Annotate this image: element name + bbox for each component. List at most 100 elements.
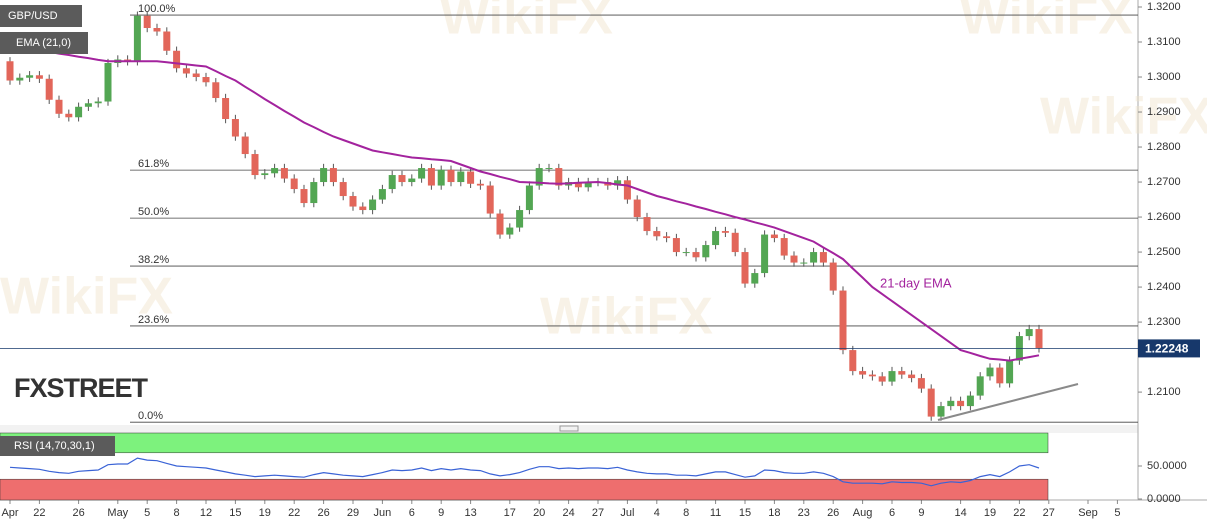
candle-body xyxy=(457,171,465,183)
candle-body xyxy=(751,273,759,284)
candle-body xyxy=(898,371,906,375)
fib-label: 50.0% xyxy=(138,206,169,218)
x-tick-label: 6 xyxy=(409,507,415,519)
annotation: 21-day EMA xyxy=(880,275,952,290)
watermarks: WikiFX WikiFX WikiFX WikiFX WikiFX xyxy=(0,0,1207,346)
x-tick-label: 15 xyxy=(739,507,751,519)
candle-body xyxy=(829,262,837,291)
y-tick-label: 1.3100 xyxy=(1147,36,1181,48)
x-tick-label: 18 xyxy=(768,507,780,519)
legend-box[interactable] xyxy=(0,32,88,54)
candle-body xyxy=(927,388,935,417)
y-tick-label: 1.2300 xyxy=(1147,316,1181,328)
candle-body xyxy=(486,185,494,214)
resize-handle[interactable] xyxy=(559,425,579,432)
candle-body xyxy=(143,15,151,29)
candle-body xyxy=(222,98,230,120)
x-tick-label: Jul xyxy=(620,507,634,519)
candle-body xyxy=(682,252,690,254)
x-tick-label: May xyxy=(107,507,128,519)
y-tick-label: 1.2600 xyxy=(1147,211,1181,223)
fib-label: 100.0% xyxy=(138,3,176,15)
x-tick-label: 17 xyxy=(504,507,516,519)
x-tick-label: 9 xyxy=(438,507,444,519)
candle-body xyxy=(633,199,641,218)
candle-body xyxy=(378,189,386,200)
candle-body xyxy=(712,231,720,246)
x-tick-label: 8 xyxy=(174,507,180,519)
x-tick-label: Aug xyxy=(853,507,873,519)
candle-body xyxy=(320,168,328,183)
candle-body xyxy=(173,50,181,69)
candle-body xyxy=(976,376,984,396)
candle-body xyxy=(878,376,886,382)
candle-body xyxy=(741,252,749,284)
candle-body xyxy=(966,395,974,407)
trend-line xyxy=(937,383,1079,421)
oversold-zone xyxy=(0,478,1049,501)
candle-body xyxy=(692,252,700,258)
rsi-legend-box[interactable] xyxy=(0,436,115,456)
candle-body xyxy=(790,255,798,263)
x-tick-label: 20 xyxy=(533,507,545,519)
x-tick-label: 6 xyxy=(889,507,895,519)
x-tick-label: 26 xyxy=(827,507,839,519)
x-tick-label: 5 xyxy=(1114,507,1120,519)
x-tick-label: Apr xyxy=(1,507,18,519)
watermark: WikiFX xyxy=(1040,88,1207,146)
candle-body xyxy=(94,101,102,104)
x-tick-label: 13 xyxy=(464,507,476,519)
candle-body xyxy=(672,238,680,253)
candle-body xyxy=(349,196,357,207)
candle-body xyxy=(388,175,396,190)
panel-divider xyxy=(0,425,1138,433)
candle-body xyxy=(261,173,269,176)
candle-body xyxy=(45,78,53,100)
candle-body xyxy=(545,168,553,170)
y-tick-label: 50.0000 xyxy=(1147,460,1187,472)
candle-body xyxy=(849,350,857,372)
candle-body xyxy=(1006,360,1014,384)
candle-body xyxy=(731,232,739,253)
candle-body xyxy=(271,168,279,174)
watermark: WikiFX xyxy=(440,0,613,46)
fib-label: 23.6% xyxy=(138,314,169,326)
y-tick-label: 1.2900 xyxy=(1147,106,1181,118)
candle-body xyxy=(16,77,24,81)
logo: FXSTREET xyxy=(14,373,149,403)
y-tick-label: 1.2100 xyxy=(1147,386,1181,398)
x-tick-label: 15 xyxy=(229,507,241,519)
candle-body xyxy=(525,185,533,211)
candle-body xyxy=(663,236,671,239)
candle-body xyxy=(780,238,788,256)
x-tick-label: 22 xyxy=(33,507,45,519)
x-tick-label: 26 xyxy=(317,507,329,519)
candle-body xyxy=(182,68,190,74)
x-tick-label: 26 xyxy=(72,507,84,519)
legend-title: GBP/USD xyxy=(8,10,58,22)
candle-body xyxy=(104,63,112,102)
x-tick-label: 27 xyxy=(592,507,604,519)
candle-body xyxy=(163,31,171,51)
y-tick-label: 1.2500 xyxy=(1147,246,1181,258)
candle-body xyxy=(26,75,34,78)
rsi-line xyxy=(9,457,1040,487)
candle-body xyxy=(35,75,43,79)
candle-body xyxy=(986,367,994,377)
candle-body xyxy=(467,171,475,184)
candle-body xyxy=(65,113,73,118)
candle-body xyxy=(908,374,916,379)
candle-body xyxy=(55,99,63,114)
candle-body xyxy=(584,182,592,188)
legend-entry: EMA (21,0) xyxy=(16,37,71,49)
candle-body xyxy=(868,374,876,377)
candle-body xyxy=(6,61,14,81)
fib-label: 61.8% xyxy=(138,158,169,170)
candle-body xyxy=(251,154,259,176)
watermark: WikiFX xyxy=(540,288,713,346)
legend-box[interactable] xyxy=(0,5,82,27)
candle-body xyxy=(447,169,455,183)
candle-body xyxy=(614,180,622,186)
